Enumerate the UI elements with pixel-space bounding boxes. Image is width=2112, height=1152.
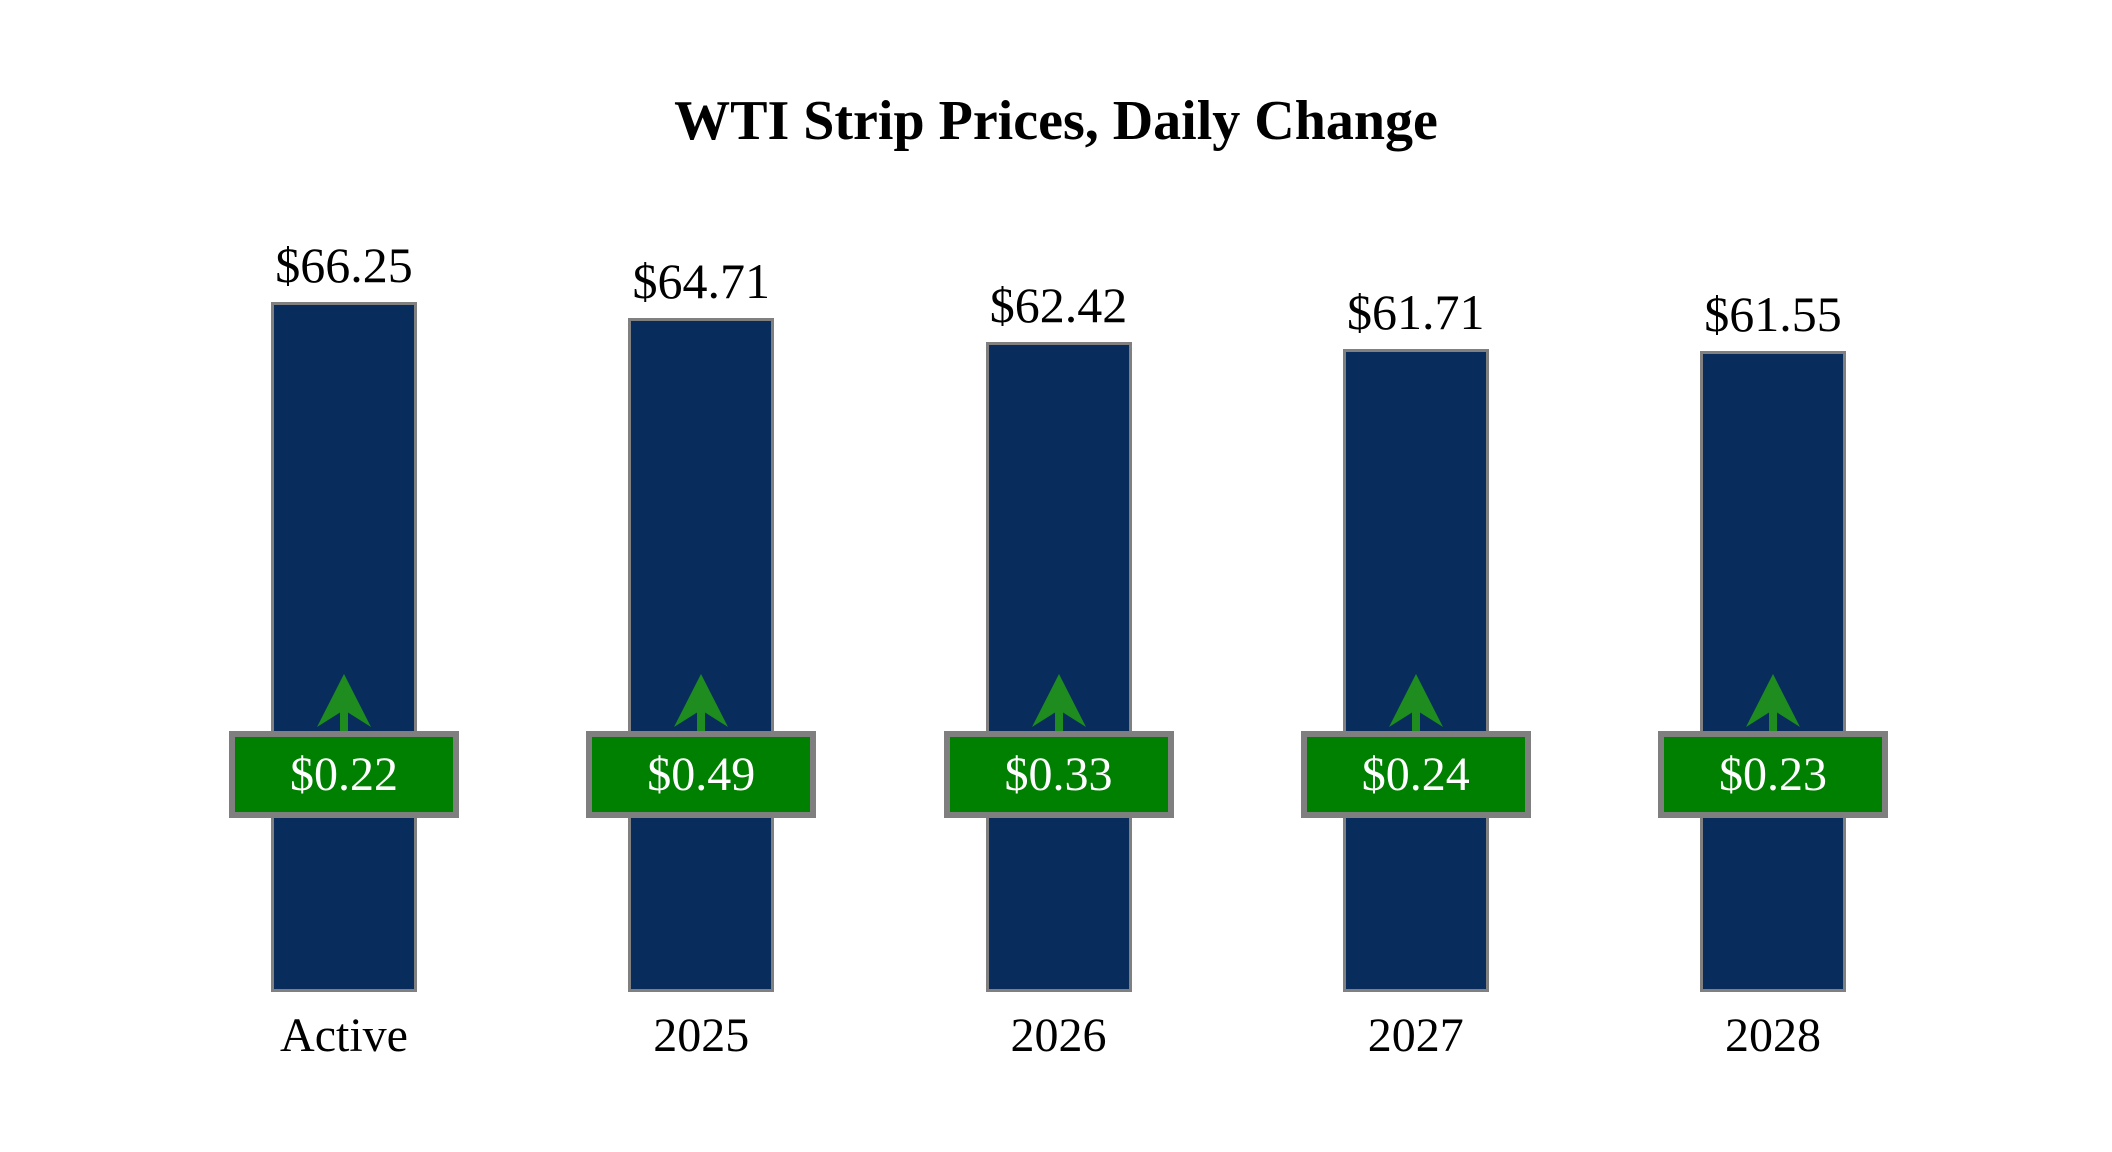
daily-change-badge: $0.23 xyxy=(1658,731,1888,818)
category-label: 2026 xyxy=(1010,1009,1107,1062)
price-bar xyxy=(1700,351,1846,992)
daily-change-badge: $0.49 xyxy=(586,731,817,818)
price-label: $62.42 xyxy=(989,277,1128,333)
price-bar xyxy=(985,342,1132,992)
up-arrow-icon xyxy=(1388,674,1443,732)
price-label: $61.55 xyxy=(1704,286,1842,342)
category-label: Active xyxy=(280,1009,408,1062)
price-label: $61.71 xyxy=(1347,284,1485,340)
price-label: $64.71 xyxy=(632,253,771,309)
up-arrow-icon xyxy=(674,674,729,732)
price-label: $66.25 xyxy=(275,237,413,293)
category-label: 2028 xyxy=(1725,1009,1821,1062)
category-label: 2027 xyxy=(1367,1009,1464,1062)
daily-change-badge: $0.33 xyxy=(943,731,1174,818)
daily-change-badge: $0.24 xyxy=(1300,731,1531,818)
daily-change-badge: $0.22 xyxy=(229,731,459,818)
price-bar xyxy=(1342,349,1489,992)
up-arrow-icon xyxy=(317,674,371,732)
up-arrow-icon xyxy=(1031,674,1086,732)
category-label: 2025 xyxy=(653,1009,750,1062)
price-bar xyxy=(628,318,775,992)
up-arrow-icon xyxy=(1746,674,1800,732)
chart-title: WTI Strip Prices, Daily Change xyxy=(674,90,1438,152)
price-bar xyxy=(271,302,417,992)
